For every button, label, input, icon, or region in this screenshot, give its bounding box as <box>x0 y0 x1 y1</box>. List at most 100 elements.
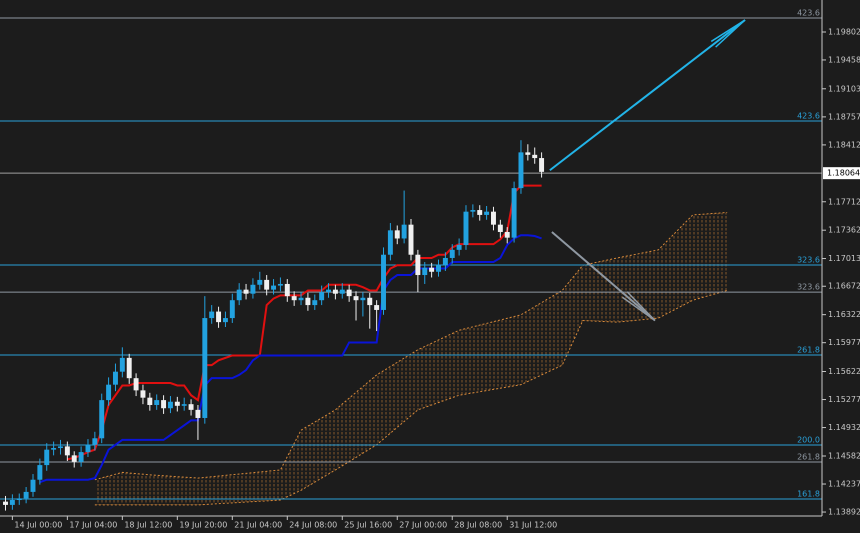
candle-body <box>112 371 118 385</box>
candle-body <box>518 152 524 189</box>
candle-body <box>374 305 380 310</box>
y-tick-label: 1.13892 <box>828 508 860 517</box>
y-tick-label: 1.18757 <box>828 112 860 121</box>
candle-body <box>195 409 201 418</box>
candle-body <box>222 318 228 323</box>
candle-body <box>126 357 132 379</box>
level-label: 161.8 <box>797 490 820 499</box>
candle-body <box>346 289 352 297</box>
candle-body <box>277 283 283 286</box>
candle-body <box>484 211 490 215</box>
candle-body <box>167 401 173 409</box>
candle-body <box>539 158 545 172</box>
x-tick-label: 18 Jul 12:00 <box>124 521 172 530</box>
y-tick-label: 1.15622 <box>828 367 860 376</box>
candle-body <box>429 267 435 272</box>
x-tick-label: 28 Jul 08:00 <box>454 521 502 530</box>
x-tick-label: 21 Jul 04:00 <box>234 521 282 530</box>
candle-body <box>58 446 63 449</box>
candle-body <box>442 257 448 266</box>
level-label: 323.6 <box>797 283 820 292</box>
y-tick-label: 1.16672 <box>828 282 860 291</box>
cloud-upper <box>94 211 728 481</box>
candle-body <box>119 357 125 372</box>
y-tick-label: 1.19458 <box>828 55 860 64</box>
indicator-line <box>39 234 542 484</box>
candle-body <box>401 224 407 239</box>
level-label: 200.0 <box>797 436 820 445</box>
candle-body <box>470 210 476 212</box>
candle-body <box>504 231 510 238</box>
cloud-fill <box>94 212 728 505</box>
candle-body <box>51 448 57 450</box>
candle-body <box>188 404 194 410</box>
candle-body <box>326 289 331 293</box>
y-tick-label: 1.17362 <box>828 226 860 235</box>
arrow-head <box>710 19 746 48</box>
candle-body <box>236 289 242 301</box>
candle-body <box>202 318 208 418</box>
y-tick-label: 1.16322 <box>828 310 860 319</box>
candle-body <box>381 254 386 310</box>
candle-body <box>298 297 304 301</box>
y-tick-label: 1.15277 <box>828 395 860 404</box>
level-label: 261.8 <box>797 453 820 462</box>
x-tick-label: 19 Jul 20:00 <box>179 521 227 530</box>
candle-body <box>23 491 29 499</box>
level-label: 261.8 <box>797 346 820 355</box>
candle-body <box>511 188 517 238</box>
candle-body <box>408 224 414 255</box>
y-tick-label: 1.17712 <box>828 197 860 206</box>
candle-body <box>71 455 77 462</box>
x-tick-label: 17 Jul 04:00 <box>69 521 117 530</box>
candle-body <box>532 154 538 159</box>
candle-body <box>174 401 180 406</box>
candle-body <box>181 404 187 406</box>
candle-body <box>30 479 36 492</box>
candle-body <box>491 211 496 225</box>
candle-body <box>387 230 393 255</box>
candle-body <box>161 400 167 409</box>
candle-body <box>250 284 256 294</box>
candle-body <box>339 289 345 294</box>
y-tick-label: 1.15977 <box>828 338 860 347</box>
candle-body <box>319 292 325 301</box>
candle-body <box>497 224 503 232</box>
candle-body <box>456 244 462 250</box>
candle-body <box>16 498 22 501</box>
candle-body <box>436 265 441 272</box>
candle-body <box>422 267 428 276</box>
level-label: 423.6 <box>797 9 820 18</box>
candle-body <box>99 400 105 439</box>
candle-body <box>9 500 15 505</box>
x-tick-label: 31 Jul 12:00 <box>509 521 557 530</box>
candle-body <box>360 297 366 301</box>
candle-body <box>44 449 50 466</box>
candle-body <box>64 446 70 456</box>
y-tick-label: 1.14237 <box>828 480 860 489</box>
candle-body <box>312 300 318 306</box>
candle-body <box>332 289 338 294</box>
candle-body <box>353 296 359 301</box>
candle-body <box>264 279 270 290</box>
y-tick-label: 1.14932 <box>828 423 860 432</box>
candle-body <box>229 300 235 319</box>
candle-body <box>3 501 8 505</box>
y-tick-label: 1.17013 <box>828 254 860 263</box>
level-label: 323.6 <box>797 256 820 265</box>
candle-body <box>243 289 249 294</box>
arrow-head <box>621 291 656 322</box>
current-price-label: 1.18064 <box>827 169 860 178</box>
candle-body <box>154 400 160 405</box>
candle-body <box>291 296 297 301</box>
y-tick-label: 1.19802 <box>828 28 860 37</box>
candle-body <box>78 452 84 462</box>
current-price-box <box>823 167 860 180</box>
candle-body <box>271 285 277 290</box>
candle-body <box>525 152 531 155</box>
candle-body <box>449 249 455 258</box>
candle-body <box>305 297 311 306</box>
